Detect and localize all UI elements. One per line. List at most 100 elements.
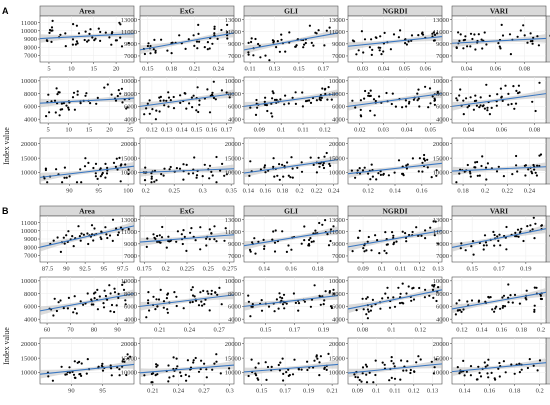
data-point [126,353,129,356]
data-point [309,156,312,159]
data-point [50,26,54,29]
facet-gli-nazareno: 10000 15000 20000 0.14 0.16 0.18 0.2 0.22 0.24 [225,137,340,195]
data-point [169,165,172,169]
y-axis-label: Index value [2,127,11,165]
data-point [454,313,457,316]
data-point [365,365,368,368]
data-point [204,298,207,301]
data-point [211,42,214,45]
data-point [374,36,377,39]
data-point [252,54,255,57]
data-point [356,169,359,172]
data-point [524,296,527,300]
y-tick-label: 11000 [329,29,345,36]
data-point [437,242,440,245]
y-tick-label: 4000 [24,316,37,323]
data-point [90,303,93,306]
data-point [538,359,542,362]
data-point [260,309,264,312]
data-point [476,160,479,164]
data-point [391,231,394,234]
y-tick-label: 6000 [436,104,449,111]
data-point [383,31,386,34]
data-point [120,45,124,48]
data-point [254,252,257,255]
data-point [76,361,79,364]
data-point [257,240,260,243]
regression-line [39,363,135,375]
data-point [361,366,365,369]
data-point [263,247,266,250]
y-tick-label: 9000 [124,41,137,48]
x-tick-label: 0.15 [293,66,304,73]
data-point [308,99,311,102]
data-point [507,301,510,304]
data-point [72,373,76,376]
data-point [249,315,252,318]
data-point [274,229,277,232]
data-point [517,84,521,87]
data-point [281,303,285,306]
y-tick-label: 10000 [225,170,241,177]
data-point [223,239,226,242]
data-point [288,31,291,34]
data-point [377,46,380,49]
data-point [286,161,289,164]
data-point [44,168,48,172]
data-point [401,282,404,285]
x-tick-label: 90 [114,327,121,334]
data-point [421,31,424,34]
data-point [255,98,258,102]
data-point [510,102,513,106]
data-point [179,101,182,104]
data-point [358,167,361,170]
regression-line [347,93,443,107]
data-point [281,163,284,166]
data-point [474,48,477,51]
x-tick-label: 0.04 [378,66,390,73]
data-point [208,164,212,167]
data-point [469,365,473,368]
data-point [275,46,278,49]
data-point [190,288,193,291]
data-point [320,96,323,99]
data-point [362,51,365,54]
data-point [326,233,329,236]
data-point [353,40,356,43]
y-tick-label: 10000 [21,370,37,377]
x-tick-label: 0.18 [457,188,468,195]
data-point [533,237,536,240]
data-point [518,362,521,365]
data-point [502,360,505,363]
data-point [382,172,385,175]
data-point [459,247,462,250]
x-tick-label: 0.14 [176,127,188,134]
data-point [332,292,335,295]
data-point [536,369,539,372]
data-point [272,92,275,95]
data-point [383,363,386,366]
data-point [186,359,189,362]
data-point [189,301,192,304]
y-tick-label: 10000 [329,370,345,377]
y-tick-label: 10000 [329,78,345,85]
y-tick-label: 10000 [121,78,137,85]
data-point [213,27,216,30]
data-point [113,310,116,314]
data-point [304,41,307,45]
data-point [469,45,472,48]
data-point [509,294,512,297]
data-point [88,32,91,36]
data-point [318,294,321,297]
data-point [370,53,373,57]
regression-line [243,229,339,247]
data-point [93,297,96,300]
data-point [75,24,78,27]
y-tick-label: 20000 [329,141,345,148]
data-point [161,225,164,229]
data-point [167,235,170,238]
data-point [317,156,320,159]
data-point [188,102,191,105]
data-point [150,175,153,178]
data-point [529,224,532,227]
